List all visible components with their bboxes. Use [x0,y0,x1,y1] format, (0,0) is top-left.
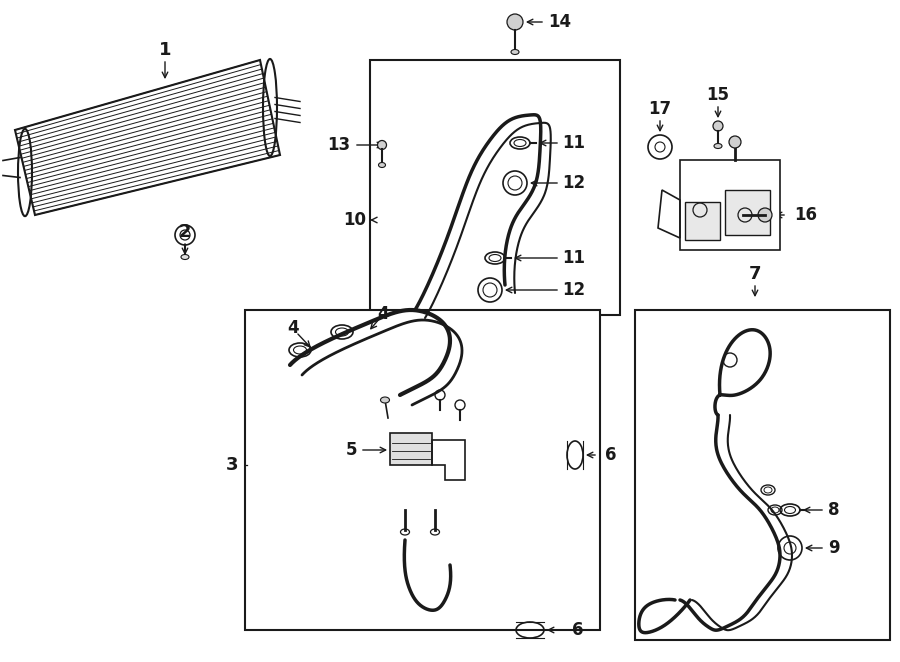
Ellipse shape [381,397,390,403]
Text: 13: 13 [327,136,350,154]
Bar [370,60,620,315]
Text: 8: 8 [828,501,840,519]
Text: 17: 17 [648,100,671,118]
Text: 12: 12 [562,174,585,192]
Circle shape [507,14,523,30]
Bar [685,202,720,240]
Ellipse shape [379,162,385,167]
Text: 4: 4 [377,305,389,323]
Text: 16: 16 [794,206,817,224]
Text: 15: 15 [706,86,730,104]
Text: 2: 2 [179,223,192,241]
Text: 11: 11 [562,249,585,267]
Text: 4: 4 [287,319,299,337]
Text: 1: 1 [158,41,171,59]
Text: 6: 6 [572,621,583,639]
Bar [245,310,600,630]
Text: 11: 11 [562,134,585,152]
Circle shape [713,121,723,131]
Bar [725,190,770,235]
Polygon shape [15,60,280,215]
Text: 9: 9 [828,539,840,557]
Text: 7: 7 [749,265,761,283]
Text: 6: 6 [605,446,617,464]
Bar [390,433,432,465]
Bar [680,160,780,250]
Circle shape [729,136,741,148]
Ellipse shape [377,140,386,150]
Circle shape [758,208,772,222]
Bar [635,310,890,640]
Text: 10: 10 [343,211,366,229]
Ellipse shape [511,50,519,54]
Text: 12: 12 [562,281,585,299]
Ellipse shape [181,254,189,260]
Text: 3: 3 [226,456,239,474]
Ellipse shape [714,144,722,148]
Text: 5: 5 [346,441,357,459]
Text: 14: 14 [548,13,572,31]
